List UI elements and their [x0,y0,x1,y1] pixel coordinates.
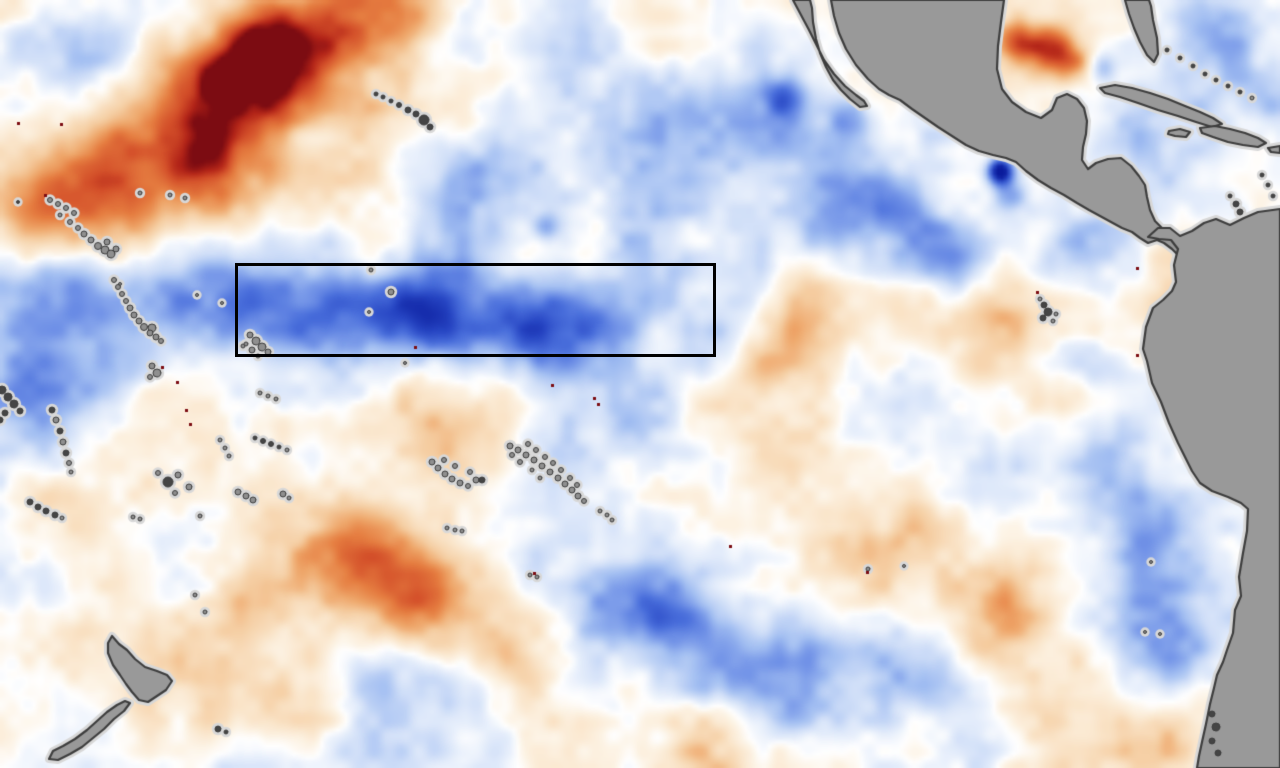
nino34-region-box [235,263,716,357]
